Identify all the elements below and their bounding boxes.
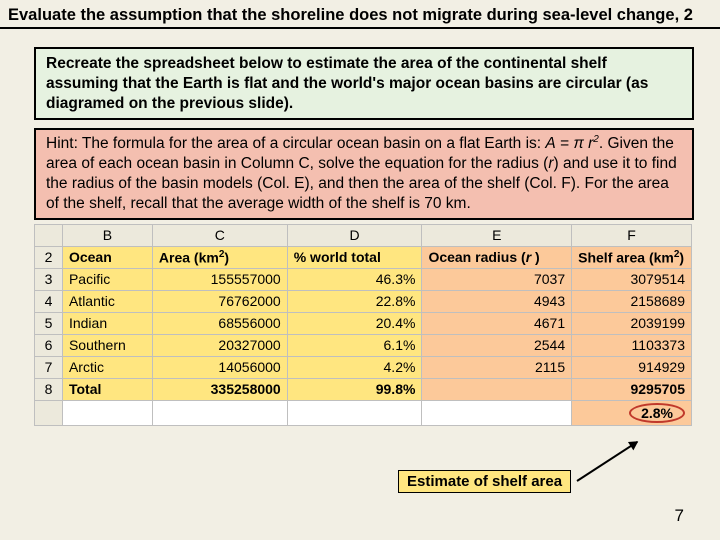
table-row: 6 Southern 20327000 6.1% 2544 1103373 — [35, 334, 692, 356]
blank-cell — [287, 400, 422, 425]
cell-area: 76762000 — [152, 290, 287, 312]
corner-cell — [35, 224, 63, 246]
cell-shelf: 9295705 — [572, 378, 692, 400]
cell-ocean: Pacific — [62, 268, 152, 290]
extra-row: 2.8% — [35, 400, 692, 425]
cell-area: 335258000 — [152, 378, 287, 400]
cell-ocean: Southern — [62, 334, 152, 356]
hint-eq: = — [556, 136, 574, 153]
cell-ocean: Atlantic — [62, 290, 152, 312]
blank-cell — [422, 400, 572, 425]
spreadsheet-table: B C D E F 2 Ocean Area (km2) % world tot… — [34, 224, 692, 426]
cell-pct: 20.4% — [287, 312, 422, 334]
blank-cell — [62, 400, 152, 425]
cell-shelf: 2039199 — [572, 312, 692, 334]
row-num: 8 — [35, 378, 63, 400]
row-num: 4 — [35, 290, 63, 312]
cell-area: 14056000 — [152, 356, 287, 378]
cell-pct: 46.3% — [287, 268, 422, 290]
header-row: 2 Ocean Area (km2) % world total Ocean r… — [35, 246, 692, 268]
hdr-rad-post: ) — [531, 249, 540, 265]
hdr-area: Area (km2) — [152, 246, 287, 268]
cell-shelf: 2158689 — [572, 290, 692, 312]
col-letter-d: D — [287, 224, 422, 246]
row-num: 5 — [35, 312, 63, 334]
page-number: 7 — [675, 506, 684, 526]
col-letter-b: B — [62, 224, 152, 246]
cell-radius: 2544 — [422, 334, 572, 356]
circled-value: 2.8% — [629, 403, 685, 423]
hint-formula-pir: π r — [573, 136, 593, 153]
cell-area: 68556000 — [152, 312, 287, 334]
col-letter-row: B C D E F — [35, 224, 692, 246]
cell-pct: 4.2% — [287, 356, 422, 378]
slide-title: Evaluate the assumption that the shoreli… — [0, 0, 720, 29]
hdr-ocean: Ocean — [62, 246, 152, 268]
cell-ocean: Indian — [62, 312, 152, 334]
cell-shelf: 1103373 — [572, 334, 692, 356]
col-letter-c: C — [152, 224, 287, 246]
table-row: 5 Indian 68556000 20.4% 4671 2039199 — [35, 312, 692, 334]
blank-cell — [152, 400, 287, 425]
col-letter-e: E — [422, 224, 572, 246]
estimate-label: Estimate of shelf area — [398, 470, 571, 493]
cell-radius: 7037 — [422, 268, 572, 290]
cell-ocean: Arctic — [62, 356, 152, 378]
table-row: 7 Arctic 14056000 4.2% 2115 914929 — [35, 356, 692, 378]
total-row: 8 Total 335258000 99.8% 9295705 — [35, 378, 692, 400]
cell-radius: 2115 — [422, 356, 572, 378]
cell-shelf: 914929 — [572, 356, 692, 378]
cell-area: 155557000 — [152, 268, 287, 290]
hint-formula-A: A — [545, 136, 555, 153]
row-num: 6 — [35, 334, 63, 356]
cell-radius: 4671 — [422, 312, 572, 334]
row-num — [35, 400, 63, 425]
table-row: 3 Pacific 155557000 46.3% 7037 3079514 — [35, 268, 692, 290]
hdr-area-pre: Area (km — [159, 250, 219, 266]
hdr-shelf-post: ) — [679, 250, 684, 266]
cell-shelf-pct: 2.8% — [572, 400, 692, 425]
cell-pct: 99.8% — [287, 378, 422, 400]
row-num: 7 — [35, 356, 63, 378]
cell-area: 20327000 — [152, 334, 287, 356]
cell-shelf: 3079514 — [572, 268, 692, 290]
hint-text-prefix: Hint: The formula for the area of a circ… — [46, 136, 545, 153]
cell-ocean: Total — [62, 378, 152, 400]
row-num: 3 — [35, 268, 63, 290]
hdr-radius: Ocean radius (r ) — [422, 246, 572, 268]
cell-radius: 4943 — [422, 290, 572, 312]
cell-pct: 22.8% — [287, 290, 422, 312]
arrow-icon — [576, 441, 637, 482]
cell-radius — [422, 378, 572, 400]
hdr-shelf-pre: Shelf area (km — [578, 250, 674, 266]
cell-pct: 6.1% — [287, 334, 422, 356]
col-letter-f: F — [572, 224, 692, 246]
hint-box: Hint: The formula for the area of a circ… — [34, 128, 694, 219]
hdr-area-post: ) — [224, 250, 229, 266]
hdr-rad-pre: Ocean radius ( — [428, 249, 525, 265]
hdr-shelf: Shelf area (km2) — [572, 246, 692, 268]
table-row: 4 Atlantic 76762000 22.8% 4943 2158689 — [35, 290, 692, 312]
hdr-pct: % world total — [287, 246, 422, 268]
row-num: 2 — [35, 246, 63, 268]
instruction-box: Recreate the spreadsheet below to estima… — [34, 47, 694, 120]
